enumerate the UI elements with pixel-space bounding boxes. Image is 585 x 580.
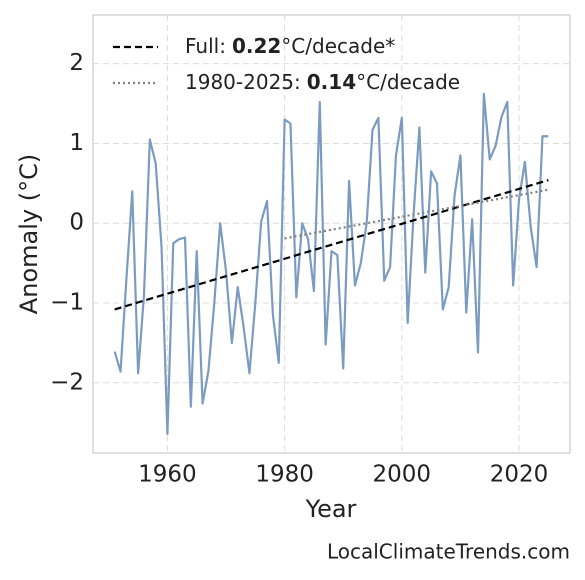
source: LocalClimateTrends.com (327, 540, 570, 564)
legend-name: Full: (185, 34, 226, 58)
trend-line (284, 188, 549, 240)
legend-unit: °C/decade* (281, 34, 395, 58)
x-axis-label: Year (305, 495, 357, 523)
y-tick-label: 2 (69, 50, 84, 76)
trend-line (114, 179, 549, 311)
legend-rate: 0.22 (232, 34, 281, 58)
x-tick-label: 1960 (138, 462, 197, 488)
y-tick-label: 0 (69, 210, 84, 236)
legend-label: Full: 0.22°C/decade* (185, 34, 395, 58)
legend-name: 1980-2025: (185, 70, 301, 94)
data-line (113, 92, 549, 435)
y-axis-label: Anomaly (°C) (15, 154, 43, 314)
x-tick-label: 2020 (490, 462, 549, 488)
y-tick-label: −1 (50, 290, 84, 316)
x-tick-label: 2000 (373, 462, 432, 488)
y-tick-label: 1 (69, 130, 84, 156)
legend-label: 1980-2025: 0.14°C/decade (185, 70, 460, 94)
legend-unit: °C/decade (356, 70, 460, 94)
plot-frame (92, 14, 571, 454)
y-tick-label: −2 (50, 369, 84, 395)
legend-rate: 0.14 (307, 70, 356, 94)
x-tick-label: 1980 (255, 462, 314, 488)
